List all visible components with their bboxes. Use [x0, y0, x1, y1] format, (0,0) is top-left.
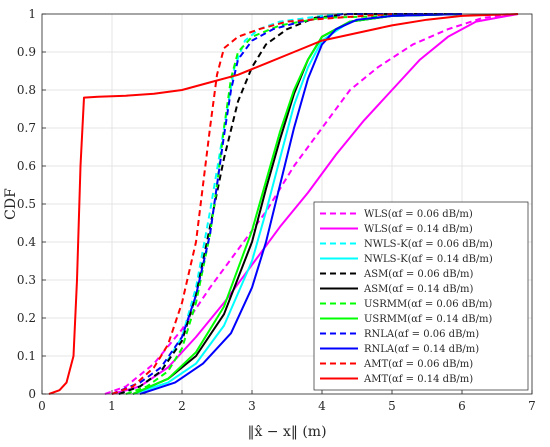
x-tick-label: 6 [458, 399, 466, 413]
series-line-10 [139, 13, 463, 395]
y-tick-label: 1 [28, 7, 36, 21]
x-tick-label: 4 [318, 399, 326, 413]
y-tick-label: 0.1 [17, 349, 36, 363]
y-tick-label: 0.8 [17, 83, 36, 97]
legend-entry-4: NWLS-K(αf = 0.14 dB/m) [364, 254, 493, 265]
y-tick-label: 0.9 [17, 45, 36, 59]
legend-entry-12: AMT(αf = 0.14 dB/m) [363, 374, 473, 385]
y-tick-label: 0.2 [17, 311, 36, 325]
series-line-12 [48, 13, 519, 395]
x-tick-label: 3 [248, 399, 256, 413]
ticks: 0 1 2 3 4 5 6 7 0 0.1 0.2 0.3 0.4 0.5 0.6 0.7 0.8 0.9 1 [17, 7, 536, 413]
series-lines [48, 13, 519, 395]
legend-entry-7: USRMM(αf = 0.06 dB/m) [364, 299, 492, 310]
y-tick-label: 0.5 [17, 197, 36, 211]
legend-entry-5: ASM(αf = 0.06 dB/m) [363, 269, 473, 280]
legend-entry-6: ASM(αf = 0.14 dB/m) [363, 284, 473, 295]
x-tick-label: 7 [528, 399, 536, 413]
series-line-1 [104, 13, 519, 395]
legend: WLS(αf = 0.06 dB/m) WLS(αf = 0.14 dB/m) NW… [313, 201, 529, 391]
y-tick-label: 0 [28, 387, 36, 401]
y-axis-label: CDF [3, 188, 19, 220]
series-line-9 [111, 13, 462, 395]
legend-entry-8: USRMM(αf = 0.14 dB/m) [364, 314, 492, 325]
series-line-5 [118, 13, 462, 395]
legend-entry-1: WLS(αf = 0.06 dB/m) [364, 209, 473, 220]
y-tick-label: 0.7 [17, 121, 36, 135]
y-tick-label: 0.4 [17, 235, 36, 249]
x-tick-label: 2 [178, 399, 186, 413]
legend-entry-9: RNLA(αf = 0.06 dB/m) [364, 329, 479, 340]
y-tick-label: 0.3 [17, 273, 36, 287]
legend-entry-10: RNLA(αf = 0.14 dB/m) [364, 344, 479, 355]
x-axis-label: ‖x̂ − x‖ (m) [247, 424, 326, 440]
legend-box [313, 201, 529, 391]
legend-entry-2: WLS(αf = 0.14 dB/m) [364, 224, 473, 235]
legend-entry-3: NWLS-K(αf = 0.06 dB/m) [364, 239, 493, 250]
x-tick-label: 1 [108, 399, 116, 413]
legend-entry-11: AMT(αf = 0.06 dB/m) [363, 359, 473, 370]
x-tick-label: 5 [388, 399, 396, 413]
y-tick-label: 0.6 [17, 159, 36, 173]
x-tick-label: 0 [38, 399, 46, 413]
series-line-7 [125, 13, 463, 395]
series-line-8 [132, 13, 463, 395]
